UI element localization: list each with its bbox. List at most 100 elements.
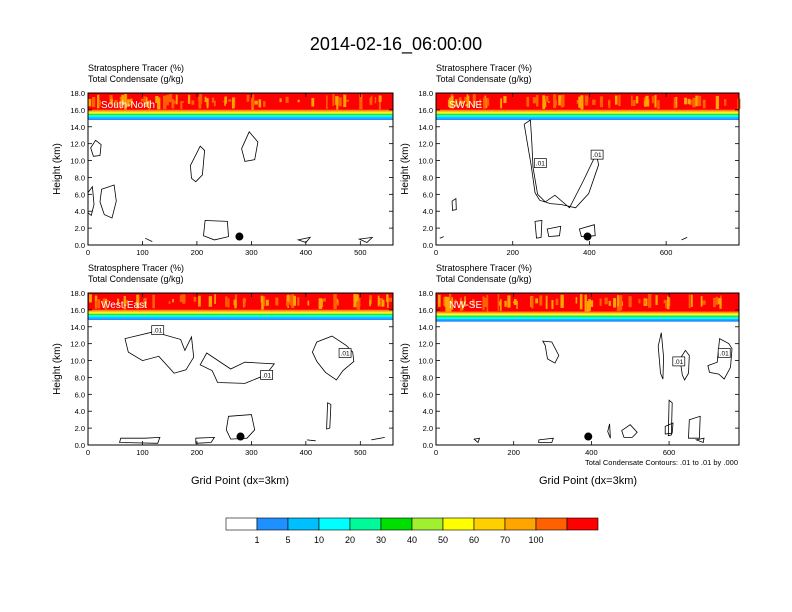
tracer-streak — [719, 298, 722, 309]
tracer-streak — [691, 100, 695, 103]
tracer-streak — [119, 96, 123, 109]
tracer-streak — [545, 295, 548, 309]
contour-line — [538, 437, 554, 443]
y-tick-label: 4.0 — [75, 407, 85, 416]
x-ticks: 0 200 400 600 — [434, 93, 672, 257]
colorbar-label: 10 — [314, 535, 324, 545]
y-tick-label: 14.0 — [418, 123, 433, 132]
tracer-streak — [539, 295, 543, 306]
tracer-streak — [124, 93, 127, 110]
tracer-streak — [204, 96, 207, 103]
contour-line — [241, 131, 259, 162]
tracer-streak — [667, 296, 670, 310]
tracer-streak — [690, 294, 693, 307]
tracer-streak — [297, 297, 300, 306]
contour-line — [688, 415, 701, 439]
tracer-streak — [388, 297, 392, 302]
y-tick-label: 18.0 — [418, 289, 433, 298]
tracer-streak — [101, 300, 104, 305]
svg-text:.01: .01 — [262, 372, 271, 379]
panel-header-condensate: Total Condensate (g/kg) — [88, 74, 184, 84]
svg-text:.01: .01 — [341, 350, 350, 357]
tracer-band — [88, 115, 393, 118]
y-tick-label: 10.0 — [70, 157, 85, 166]
tracer-streak — [258, 99, 262, 108]
contour-line — [306, 439, 316, 442]
tracer-streak — [638, 299, 641, 304]
tracer-band — [436, 115, 739, 118]
tracer-streak — [713, 297, 716, 308]
tracer-streak — [579, 294, 583, 310]
x-tick-label: 400 — [300, 248, 313, 257]
contour-line — [199, 352, 276, 384]
tracer-streak — [483, 97, 486, 109]
contour-line — [534, 220, 543, 239]
tracer-streak — [458, 97, 462, 106]
tracer-streak — [121, 94, 125, 106]
tracer-streak — [143, 298, 147, 308]
contour-label: .01 — [151, 325, 165, 336]
tracer-streak — [438, 294, 441, 307]
tracer-streak — [674, 96, 678, 108]
tracer-band — [88, 113, 393, 115]
tracer-band — [436, 109, 739, 111]
tracer-band — [436, 311, 739, 313]
tracer-streak — [213, 100, 216, 107]
tracer-streak — [548, 101, 550, 104]
tracer-streak — [464, 96, 467, 103]
contour-label: .01 — [260, 370, 273, 380]
tracer-streak — [578, 96, 581, 108]
tracer-streak — [378, 95, 382, 102]
condensate-contours — [119, 331, 385, 444]
tracer-streak — [336, 98, 339, 110]
y-tick-label: 16.0 — [70, 106, 85, 115]
tracer-band — [88, 314, 393, 316]
tracer-streak — [199, 94, 203, 104]
tracer-streak — [225, 296, 228, 307]
tracer-streak — [684, 97, 687, 105]
tracer-streak — [104, 298, 107, 310]
tracer-streak — [129, 99, 132, 102]
colorbar-cell — [411, 517, 444, 531]
colorbar-label: 100 — [528, 535, 543, 545]
y-tick-label: 8.0 — [75, 373, 85, 382]
tracer-band — [88, 117, 393, 119]
y-ticks: 0.0 2.0 4.0 6.0 8.0 10.0 12.0 14.0 16.0 18.0 — [70, 89, 393, 250]
location-marker — [236, 432, 245, 441]
tracer-streak — [117, 298, 120, 306]
tracer-streak — [644, 101, 647, 107]
tracer-streak — [584, 294, 587, 312]
tracer-streak — [526, 96, 530, 107]
tracer-streak — [702, 99, 706, 109]
tracer-streak — [261, 297, 264, 310]
tracer-streak — [91, 97, 96, 108]
plot-frame — [87, 292, 394, 446]
y-tick-label: 14.0 — [70, 123, 85, 132]
tracer-band — [436, 117, 739, 119]
contour-line — [225, 414, 256, 440]
x-ticks: 0 100 200 300 400 500 — [86, 93, 367, 257]
tracer-streak — [206, 99, 209, 109]
contour-line — [664, 422, 674, 435]
tracer-streak — [172, 298, 174, 303]
tracer-streak — [479, 99, 482, 107]
tracer-streak — [322, 298, 326, 302]
tracer-band — [88, 109, 393, 111]
contour-line — [667, 399, 673, 437]
tracer-streak — [535, 95, 539, 107]
y-tick-label: 8.0 — [75, 173, 85, 182]
tracer-streak — [279, 98, 282, 103]
panel-name: West-East — [101, 300, 147, 311]
tracer-band — [88, 318, 393, 321]
contour-line — [145, 237, 153, 242]
tracer-streak — [234, 300, 237, 309]
tracer-streaks — [89, 294, 392, 310]
tracer-band — [436, 313, 739, 315]
tracer-streak — [590, 300, 594, 307]
contour-label: .01 — [717, 348, 731, 358]
panel-sw-ne: Stratosphere Tracer (%)Total Condensate … — [400, 63, 741, 257]
tracer-streak — [179, 295, 184, 302]
tracer-streak — [504, 300, 507, 307]
y-axis-label: Height (km) — [400, 143, 411, 195]
contour-line — [657, 332, 665, 380]
